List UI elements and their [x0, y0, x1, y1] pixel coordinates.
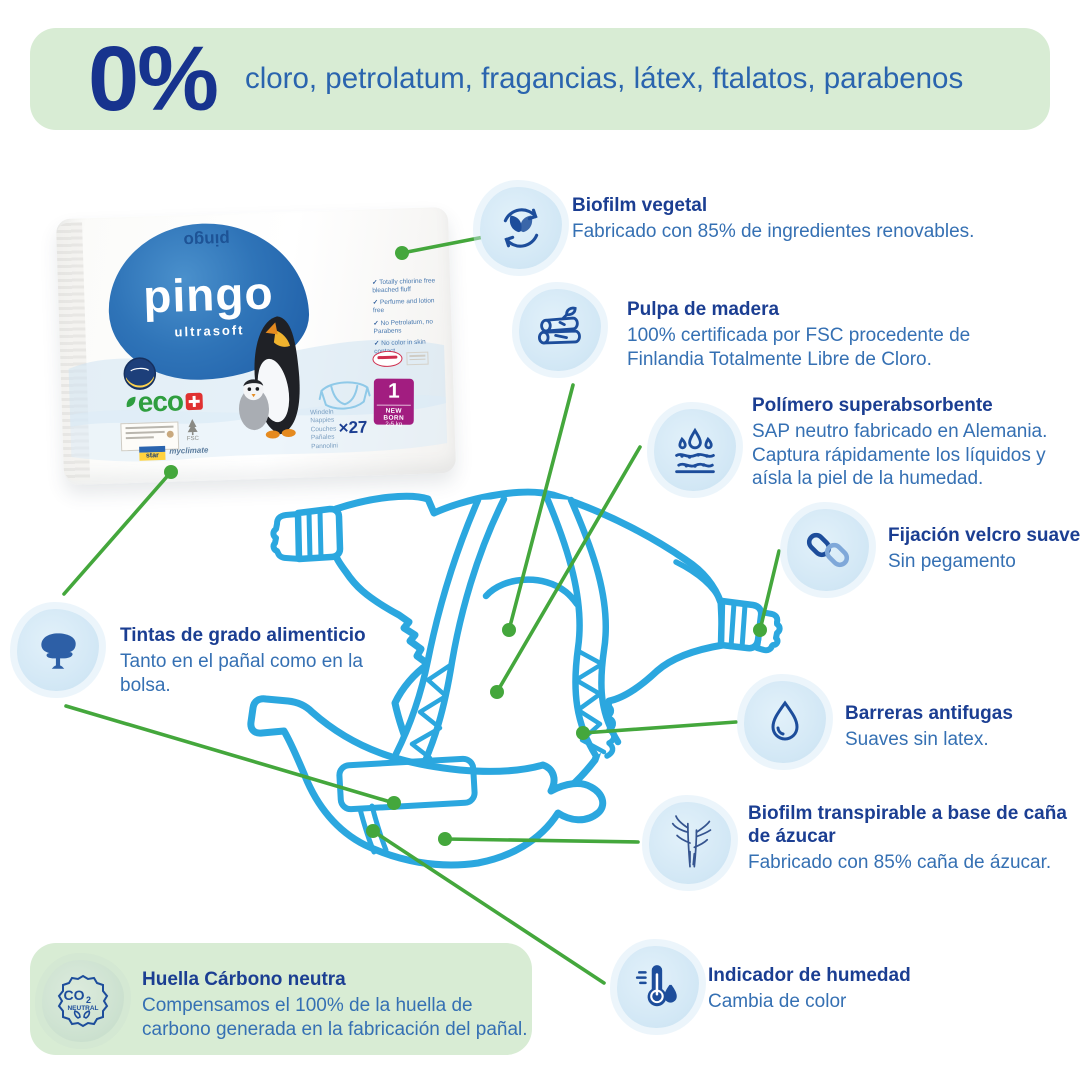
- callout-indicador: Indicador de humedad Cambia de color: [617, 946, 988, 1028]
- neutral-text: NEUTRAL: [67, 1005, 98, 1012]
- callout-barreras: Barreras antifugas Suaves sin latex.: [744, 681, 1080, 763]
- callout-body: Cambia de color: [708, 991, 847, 1013]
- leaf-recycle-icon: [503, 208, 539, 248]
- callout-icon-blob: [787, 509, 869, 591]
- callout-body: 100% certificada por FSC procedente de F…: [627, 325, 971, 370]
- callout-body: Fabricado con 85% de ingredientes renova…: [572, 221, 975, 243]
- callout-body: Suaves sin latex.: [845, 729, 989, 751]
- fsc-tree-icon: [187, 419, 198, 436]
- zero-percent-banner: 0% cloro, petrolatum, fragancias, látex,…: [30, 28, 1050, 130]
- callout-title: Pulpa de madera: [627, 299, 780, 320]
- callout-tintas: Tintas de grado alimenticio Tanto en el …: [17, 609, 378, 697]
- connector-lines: [62, 234, 781, 985]
- water-drop-icon: [771, 700, 799, 741]
- callout-icon-blob: CO 2 NEUTRAL: [42, 960, 124, 1042]
- penguins-illustration: [238, 316, 300, 439]
- zero-percent-text: cloro, petrolatum, fragancias, látex, ft…: [244, 62, 964, 95]
- thermometer-icon: [635, 965, 677, 1007]
- callout-icon-blob: [744, 681, 826, 763]
- leaf-icon: [126, 396, 136, 408]
- callout-title: Tintas de grado alimenticio: [120, 625, 366, 646]
- callout-icon-blob: [654, 409, 736, 491]
- footer-body: Compensamos el 100% de la huella de carb…: [142, 995, 528, 1040]
- callout-body: SAP neutro fabricado en Alemania. Captur…: [752, 421, 1048, 490]
- co2-text: CO: [64, 987, 85, 1003]
- co2-sub: 2: [86, 995, 91, 1005]
- callout-title: Indicador de humedad: [708, 965, 911, 986]
- callout-biofilm-vegetal: Biofilm vegetal Fabricado con 85% de ing…: [480, 187, 1002, 269]
- callout-title: Biofilm transpirable a base de caña de á…: [748, 803, 1067, 848]
- callout-huella-carbono: CO 2 NEUTRAL Huella Cárbono neutra Compe…: [42, 960, 542, 1042]
- callout-icon-blob: [17, 609, 99, 691]
- callout-title: Barreras antifugas: [845, 703, 1013, 724]
- certification-badge-icon: [123, 357, 157, 390]
- callout-body: Sin pegamento: [888, 551, 1016, 573]
- callout-icon-blob: [480, 187, 562, 269]
- product-package: pingo pingo ultrasoft: [55, 206, 457, 486]
- callout-title: Fijación velcro suave: [888, 525, 1080, 546]
- connector-dots: [164, 246, 767, 846]
- callout-title: Biofilm vegetal: [572, 195, 708, 216]
- callout-icon-blob: [617, 946, 699, 1028]
- callout-body: Fabricado con 85% caña de ázucar.: [748, 852, 1052, 874]
- chain-link-icon: [806, 532, 850, 568]
- callout-fijacion-velcro: Fijación velcro suave Sin pegamento: [787, 509, 1080, 591]
- mini-diaper-sketch-icon: [318, 381, 371, 410]
- co2-neutral-icon: CO 2 NEUTRAL: [57, 974, 109, 1028]
- callout-icon-blob: [519, 289, 601, 371]
- footer-title: Huella Cárbono neutra: [142, 969, 346, 990]
- zero-percent-value: 0%: [88, 27, 219, 130]
- fsc-mark: FSC: [184, 418, 201, 442]
- callout-biofilm-cana: Biofilm transpirable a base de caña de á…: [649, 802, 1080, 884]
- callout-polimero: Polímero superabsorbente SAP neutro fabr…: [654, 395, 1080, 491]
- callout-pulpa-madera: Pulpa de madera 100% certificada por FSC…: [519, 289, 999, 371]
- callout-title: Polímero superabsorbente: [752, 395, 993, 416]
- eco-plus-logo: eco: [123, 385, 204, 418]
- callout-icon-blob: [649, 802, 731, 884]
- sugarcane-icon: [671, 815, 712, 868]
- absorbent-layers-icon: [675, 427, 715, 474]
- callout-body: Tanto en el pañal como en la bolsa.: [120, 651, 363, 696]
- wood-logs-icon: [538, 306, 581, 345]
- tree-icon: [41, 633, 76, 669]
